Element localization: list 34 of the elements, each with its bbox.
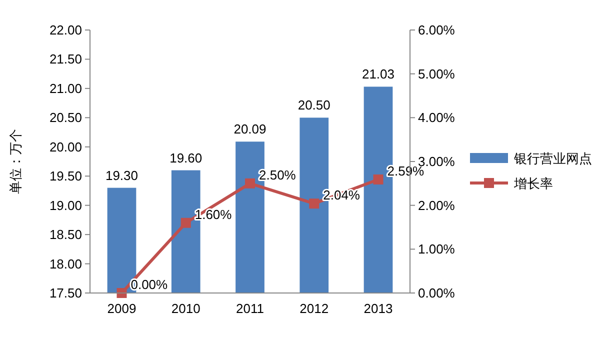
y-tick-label: 22.00: [49, 22, 82, 38]
y2-tick-label: 2.00%: [418, 198, 456, 213]
x-tick-label: 2010: [171, 301, 200, 316]
x-tick-label: 2009: [107, 301, 136, 316]
data-label: 21.03: [362, 66, 395, 82]
data-label: 20.09: [234, 122, 266, 137]
point: [116, 288, 127, 298]
y-tick-label: 17.50: [49, 286, 82, 300]
y-tick-label: 18.50: [49, 227, 82, 242]
legend-label: 银行营业网点: [513, 151, 592, 166]
legend-label: 增长率: [513, 176, 553, 191]
y-tick-label: 19.50: [49, 168, 82, 184]
y-tick-label: 21.00: [49, 80, 82, 96]
x-tick-label: 2011: [236, 301, 264, 316]
point: [309, 198, 320, 209]
x-tick-label: 2013: [364, 301, 393, 316]
data-label: 19.60: [170, 150, 202, 166]
y2-tick-label: 0.00%: [418, 286, 456, 300]
y2-tick-label: 6.00%: [418, 22, 456, 38]
y2-tick-label: 4.00%: [418, 110, 456, 126]
point: [180, 218, 191, 228]
x-tick-label: 2012: [300, 301, 329, 316]
y-tick-label: 20.50: [49, 110, 82, 126]
point: [373, 174, 384, 184]
data-label: 19.30: [105, 168, 138, 183]
y-tick-label: 18.00: [49, 256, 82, 272]
y-tick-label: 20.00: [49, 139, 82, 154]
y-tick-label: 19.00: [49, 198, 82, 213]
data-label: 20.50: [298, 98, 330, 113]
y2-tick-label: 5.00%: [418, 66, 456, 82]
y2-tick-label: 1.00%: [418, 242, 456, 257]
y-tick-label: 21.50: [49, 52, 82, 67]
point: [245, 178, 255, 188]
y-axis-title: 单位：万个: [8, 129, 23, 194]
